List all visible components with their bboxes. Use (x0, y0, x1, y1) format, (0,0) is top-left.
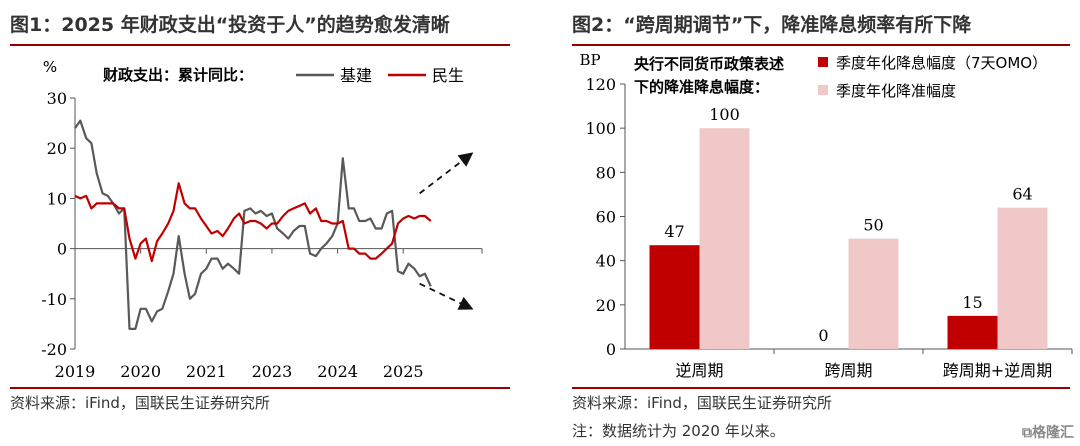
left-y-tick-label: 0 (57, 240, 67, 259)
left-legend-label-1: 民生 (432, 66, 464, 85)
left-x-tick-label: 2019 (55, 362, 96, 381)
left-series-line-0 (74, 119, 432, 330)
left-title: 图1：2025 年财政支出“投资于人”的趋势愈发清晰 (10, 14, 450, 36)
right-y-tick-label: 60 (596, 208, 616, 227)
right-legend-title-line2: 下的降准降息幅度： (634, 78, 769, 96)
right-legend-label-1: 季度年化降准幅度 (836, 82, 956, 100)
left-x-tick-label: 2020 (120, 362, 161, 381)
left-trend-arrow-1 (419, 282, 474, 310)
right-bar-value-label: 64 (1012, 185, 1032, 204)
right-title-rule (572, 44, 1070, 46)
right-y-unit: BP (579, 51, 600, 69)
right-bar-s1-0 (699, 128, 750, 349)
right-bottom-rule (572, 387, 1070, 389)
right-bar-value-label: 100 (709, 105, 740, 124)
right-legend-label-0: 季度年化降息幅度（7天OMO） (836, 54, 1047, 72)
left-y-tick-label: -20 (41, 340, 67, 359)
right-bar-value-label: 50 (863, 216, 883, 235)
left-trend-arrow-0 (419, 152, 474, 195)
left-y-tick-label: -10 (41, 290, 67, 309)
right-title: 图2：“跨周期调节”下，降准降息频率有所下降 (572, 14, 972, 36)
right-panel: 图2：“跨周期调节”下，降准降息频率有所下降 BP 0 20 40 60 80 100 120… (562, 0, 1080, 446)
right-y-tick-label: 100 (585, 119, 616, 138)
right-note: 注：数据统计为 2020 年以来。 (572, 422, 785, 440)
right-source: 资料来源：iFind，国联民生证券研究所 (572, 394, 832, 412)
left-bottom-rule (10, 387, 510, 389)
right-bar-s0-0 (649, 245, 700, 349)
left-x-tick-label: 2024 (317, 362, 358, 381)
left-y-tick-label: 10 (47, 189, 67, 208)
right-bar-value-label: 15 (962, 293, 982, 312)
right-x-category-label: 跨周期 (824, 361, 872, 380)
right-y-tick-label: 80 (596, 163, 616, 182)
right-bar-s1-1 (848, 238, 899, 349)
right-bar-value-label: 47 (664, 222, 684, 241)
left-panel: 图1：2025 年财政支出“投资于人”的趋势愈发清晰 % -20 -10 0 10 20 3… (0, 0, 520, 446)
right-legend-swatch-0 (818, 57, 828, 67)
right-legend-swatch-1 (818, 85, 828, 95)
right-y-tick-label: 120 (585, 75, 616, 94)
right-bar-s1-2 (997, 207, 1048, 349)
left-legend-label-0: 基建 (340, 66, 372, 85)
right-y-tick-label: 20 (596, 296, 616, 315)
right-chart: BP 0 20 40 60 80 100 120 逆周期 47 100 跨周期 0 50 跨周期+逆周期 15… (579, 51, 1073, 380)
right-x-category-label: 跨周期+逆周期 (943, 361, 1052, 380)
right-x-category-label: 逆周期 (675, 361, 723, 380)
left-x-tick-label: 2021 (186, 362, 227, 381)
left-y-tick-label: 30 (47, 89, 67, 108)
left-chart: % -20 -10 0 10 20 30 2019 2020 2021 2023 2024 2025 财政… (41, 58, 483, 381)
right-bar-value-label: 0 (818, 326, 828, 345)
watermark-logo: ⧉格隆汇 (1022, 425, 1074, 441)
left-legend-title: 财政支出：累计同比： (103, 66, 253, 84)
right-y-tick-label: 40 (596, 252, 616, 271)
left-x-tick-label: 2025 (383, 362, 424, 381)
left-series-line-1 (74, 182, 432, 263)
left-y-unit: % (43, 58, 57, 76)
right-bar-s0-2 (947, 315, 998, 349)
right-y-tick-label: 0 (606, 340, 616, 359)
left-source: 资料来源：iFind，国联民生证券研究所 (10, 394, 270, 412)
left-y-tick-label: 20 (47, 139, 67, 158)
right-legend-title-line1: 央行不同货币政策表述 (634, 55, 784, 73)
left-title-rule (10, 44, 510, 46)
left-x-tick-label: 2023 (252, 362, 293, 381)
